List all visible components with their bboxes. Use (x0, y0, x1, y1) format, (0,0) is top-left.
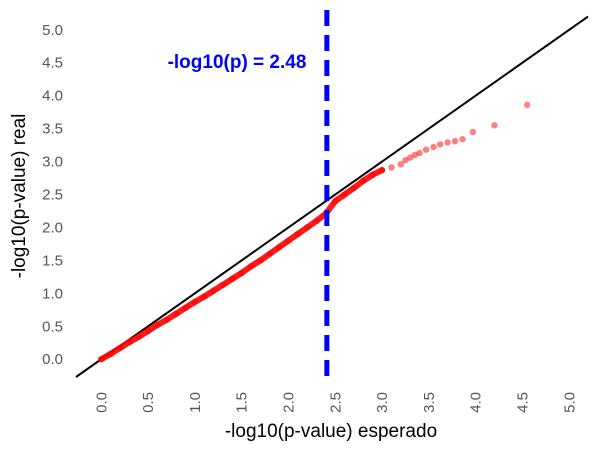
data-point (116, 344, 124, 352)
y-tick-label: 4.5 (42, 55, 63, 72)
data-point (163, 316, 170, 323)
data-point (275, 243, 283, 251)
x-tick-label: 2.5 (327, 392, 344, 413)
dense-point-band (98, 167, 386, 363)
y-tick-label: 5.0 (42, 22, 63, 39)
x-tick-label: 0.0 (93, 392, 110, 413)
data-point (144, 327, 152, 335)
data-point (210, 287, 217, 294)
y-axis-title: -log10(p-value) real (9, 114, 30, 279)
data-point (369, 171, 376, 178)
y-tick-label: 2.0 (42, 219, 63, 236)
x-tick-label: 4.0 (468, 392, 485, 413)
x-tick-label: 5.0 (561, 392, 578, 413)
data-point (154, 321, 161, 329)
x-axis-title: -log10(p-value) esperado (225, 421, 437, 442)
data-point (107, 350, 114, 358)
data-point (402, 157, 409, 164)
data-point (201, 293, 208, 300)
data-point (430, 143, 437, 151)
data-point (191, 298, 199, 306)
data-point (436, 141, 444, 148)
data-point (285, 237, 292, 244)
data-point (257, 257, 264, 264)
data-point (303, 224, 311, 231)
data-point (332, 197, 339, 205)
data-point (491, 122, 498, 129)
data-point (126, 338, 133, 346)
data-point (406, 154, 414, 161)
y-tick-label: 1.0 (42, 285, 63, 302)
data-point (135, 333, 142, 341)
data-point (172, 310, 180, 317)
y-tick-labels: 0.0 0.5 1.0 1.5 2.0 2.5 3.0 3.5 4.0 4.5 5.0 (42, 22, 63, 368)
y-tick-label: 1.5 (42, 252, 63, 269)
y-tick-label: 4.0 (42, 88, 63, 105)
data-point (266, 250, 273, 257)
data-point (313, 217, 320, 225)
data-point (378, 166, 386, 174)
x-tick-label: 4.5 (514, 392, 531, 413)
y-tick-label: 3.5 (42, 121, 63, 138)
y-tick-label: 3.0 (42, 154, 63, 171)
data-point (459, 135, 466, 143)
data-point (523, 101, 531, 109)
x-tick-label: 1.0 (187, 392, 204, 413)
data-point (444, 139, 451, 146)
data-points (98, 101, 531, 363)
data-point (469, 128, 477, 136)
x-tick-label: 2.0 (280, 392, 297, 413)
data-point (182, 304, 189, 312)
data-point (238, 269, 245, 277)
data-point (341, 191, 348, 198)
data-point (247, 263, 255, 270)
data-point (219, 281, 227, 288)
x-tick-label: 1.5 (234, 392, 251, 413)
threshold-label: -log10(p) = 2.48 (168, 52, 307, 73)
data-point (388, 164, 395, 171)
data-point (451, 137, 459, 145)
data-point (360, 177, 367, 184)
data-point (397, 160, 404, 168)
data-point (294, 230, 302, 238)
data-point (422, 146, 430, 153)
data-point (229, 275, 236, 283)
x-tick-label: 3.0 (374, 392, 391, 413)
x-tick-label: 3.5 (421, 392, 438, 413)
data-point (416, 149, 423, 157)
reference-line (75, 15, 589, 378)
x-tick-label: 0.5 (140, 392, 157, 413)
data-point (350, 184, 358, 192)
x-tick-labels: 0.0 0.5 1.0 1.5 2.0 2.5 3.0 3.5 4.0 4.5 5.0 (93, 392, 578, 413)
data-point (98, 356, 105, 363)
y-tick-label: 0.0 (42, 351, 63, 368)
y-tick-label: 2.5 (42, 186, 63, 203)
y-tick-label: 0.5 (42, 318, 63, 335)
